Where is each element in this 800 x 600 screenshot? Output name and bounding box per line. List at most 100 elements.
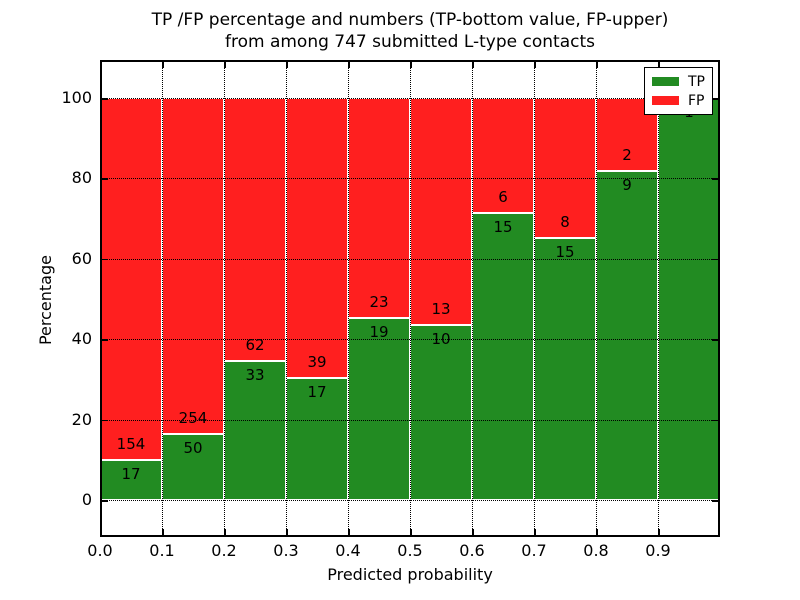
y-tick-mark (712, 178, 720, 180)
chart-title-line-1: TP /FP percentage and numbers (TP-bottom… (151, 10, 669, 30)
bar-tp-segment (410, 325, 472, 500)
x-tick-label: 0.9 (645, 541, 671, 560)
spine-left (100, 60, 102, 537)
gridline-horizontal (100, 98, 720, 99)
gridline-vertical (162, 60, 163, 537)
bar-fp-segment (410, 98, 472, 326)
bar-tp-segment (658, 98, 720, 500)
x-tick-label: 0.7 (521, 541, 547, 560)
bar-fp-segment (162, 98, 224, 435)
y-tick-mark (712, 339, 720, 341)
gridline-horizontal (100, 339, 720, 341)
gridline-vertical (348, 60, 349, 537)
bar-label-fp: 154 (116, 435, 146, 454)
bar-label-tp: 19 (369, 323, 389, 342)
x-tick-mark (286, 529, 288, 537)
bar-tp-segment (596, 171, 658, 500)
gridline-vertical (534, 60, 535, 537)
y-tick-mark (100, 98, 108, 100)
bar-label-fp: 2 (622, 146, 632, 165)
y-tick-label: 100 (61, 88, 92, 107)
x-tick-mark (224, 60, 226, 68)
x-tick-mark (534, 60, 536, 68)
x-tick-mark (658, 60, 660, 68)
bar-label-tp: 33 (245, 365, 265, 384)
y-tick-mark (100, 258, 108, 261)
bar-label-tp: 15 (555, 242, 575, 261)
bar-label-fp: 39 (307, 352, 327, 371)
bar-label-fp: 254 (178, 409, 208, 428)
y-tick-mark (712, 258, 720, 261)
x-tick-mark (286, 60, 288, 68)
gridline-vertical (472, 60, 473, 537)
x-tick-mark (472, 529, 474, 537)
y-tick-mark (100, 419, 108, 422)
chart-title: TP /FP percentage and numbers (TP-bottom… (100, 9, 720, 53)
legend-label: TP (688, 73, 705, 90)
x-tick-label: 0.6 (459, 541, 485, 560)
x-tick-mark (100, 60, 102, 68)
legend: TP FP (644, 67, 713, 115)
legend-item-tp: TP (652, 72, 712, 91)
x-tick-mark (718, 60, 720, 68)
bar-label-tp: 10 (431, 330, 451, 349)
x-tick-label: 0.3 (273, 541, 299, 560)
y-tick-mark (712, 500, 720, 502)
bar-fp-segment (472, 98, 534, 213)
x-tick-mark (410, 529, 412, 537)
x-tick-label: 0.8 (583, 541, 609, 560)
y-tick-label: 20 (71, 409, 92, 429)
x-tick-label: 0.5 (397, 541, 423, 560)
bar-label-fp: 23 (369, 293, 389, 312)
bar-fp-segment (286, 98, 348, 378)
bar-tp-segment (286, 377, 348, 500)
y-tick-mark (100, 500, 108, 502)
y-tick-label: 40 (71, 329, 92, 349)
x-tick-mark (348, 529, 350, 537)
bar-label-tp: 9 (622, 176, 632, 195)
y-tick-label: 0 (81, 490, 92, 509)
bar-fp-segment (534, 98, 596, 238)
bar-tp-segment (100, 460, 162, 500)
gridline-horizontal (100, 178, 720, 180)
x-tick-mark (534, 529, 536, 537)
bar-label-fp: 62 (245, 335, 265, 354)
gridline-vertical (286, 60, 287, 537)
gridline-horizontal (100, 258, 720, 260)
bar-label-tp: 15 (493, 217, 513, 236)
bar-label-tp: 17 (121, 465, 141, 484)
legend-item-fp: FP (652, 91, 712, 110)
x-tick-mark (596, 529, 598, 537)
y-tick-label: 60 (71, 248, 92, 268)
bar-tp-segment (162, 434, 224, 500)
bar-label-fp: 6 (498, 187, 508, 206)
legend-swatch-fp (652, 96, 679, 105)
bar-fp-segment (224, 98, 286, 361)
bar-label-tp: 50 (183, 439, 203, 458)
x-tick-label: 0.4 (335, 541, 361, 560)
x-axis-label: Predicted probability (327, 565, 493, 584)
x-tick-mark (596, 60, 598, 68)
x-tick-mark (410, 60, 412, 68)
x-tick-label: 0.0 (87, 541, 113, 560)
gridline-vertical (224, 60, 225, 537)
y-axis-label: Percentage (36, 255, 55, 346)
x-tick-mark (162, 529, 164, 537)
x-tick-mark (100, 529, 102, 537)
gridline-vertical (596, 60, 597, 537)
y-tick-mark (712, 98, 720, 100)
bar-fp-segment (100, 98, 162, 461)
bar-label-fp: 8 (560, 212, 570, 231)
chart-title-line-2: from among 747 submitted L-type contacts (224, 32, 595, 52)
y-tick-mark (100, 178, 108, 180)
gridline-vertical (410, 60, 411, 537)
gridline-vertical (658, 60, 659, 537)
x-tick-label: 0.1 (149, 541, 175, 560)
x-tick-label: 0.2 (211, 541, 237, 560)
gridline-horizontal (100, 419, 720, 421)
x-tick-mark (162, 60, 164, 68)
x-tick-mark (718, 529, 720, 537)
y-tick-mark (100, 339, 108, 341)
